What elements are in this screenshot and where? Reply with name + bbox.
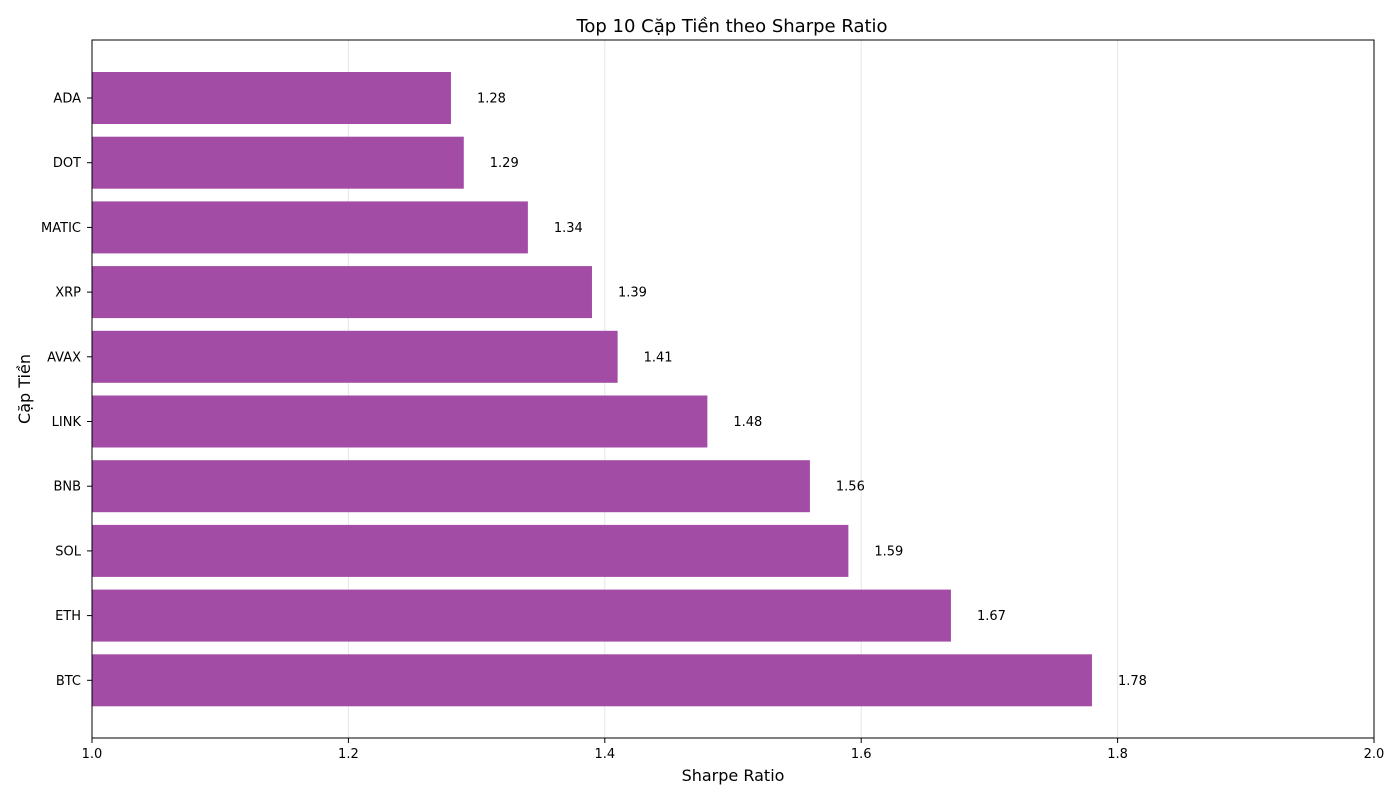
y-tick-label-sol: SOL <box>55 544 81 559</box>
bar-eth <box>92 589 951 642</box>
x-tick-label: 2.0 <box>1364 747 1385 762</box>
value-label-avax: 1.41 <box>644 350 673 365</box>
value-labels-layer: 1.28 1.29 1.34 1.39 1.41 1.48 1.56 1.59 1.67 1.78 <box>477 92 1147 689</box>
y-tick-label-dot: DOT <box>53 156 81 171</box>
value-label-matic: 1.34 <box>554 221 583 236</box>
bar-ada <box>92 72 451 124</box>
bar-dot <box>92 136 464 189</box>
y-tick-label-eth: ETH <box>55 609 81 624</box>
bar-avax <box>92 330 618 383</box>
value-label-eth: 1.67 <box>977 609 1006 624</box>
y-tick-label-bnb: BNB <box>53 480 81 495</box>
bar-sol <box>92 524 849 577</box>
x-tick-label: 1.2 <box>338 747 359 762</box>
y-tick-label-btc: BTC <box>56 674 81 689</box>
x-axis-label: Sharpe Ratio <box>682 766 785 785</box>
value-label-ada: 1.28 <box>477 92 506 107</box>
value-label-link: 1.48 <box>733 415 762 430</box>
y-tick-label-avax: AVAX <box>47 350 81 365</box>
y-axis-ticks: ADA DOT MATIC XRP AVAX LINK BNB SOL ETH BTC <box>41 92 92 689</box>
value-label-sol: 1.59 <box>874 544 903 559</box>
value-label-btc: 1.78 <box>1118 674 1147 689</box>
y-tick-label-xrp: XRP <box>55 286 81 301</box>
chart-title: Top 10 Cặp Tiền theo Sharpe Ratio <box>575 16 887 37</box>
value-label-xrp: 1.39 <box>618 286 647 301</box>
value-label-dot: 1.29 <box>490 156 519 171</box>
y-axis-label: Cặp Tiền <box>15 354 34 424</box>
x-tick-label: 1.4 <box>594 747 615 762</box>
bars-layer <box>92 72 1092 707</box>
bar-btc <box>92 654 1092 707</box>
bar-link <box>92 395 708 448</box>
x-tick-label: 1.0 <box>82 747 103 762</box>
x-tick-label: 1.6 <box>851 747 872 762</box>
value-label-bnb: 1.56 <box>836 480 865 495</box>
x-axis-ticks: 1.0 1.2 1.4 1.6 1.8 2.0 <box>82 738 1385 762</box>
plot-frame <box>91 39 1375 739</box>
y-tick-label-link: LINK <box>52 415 82 430</box>
x-tick-label: 1.8 <box>1107 747 1128 762</box>
y-tick-label-matic: MATIC <box>41 221 81 236</box>
bar-matic <box>92 201 528 254</box>
bar-xrp <box>92 266 592 319</box>
y-tick-label-ada: ADA <box>53 92 81 107</box>
bar-bnb <box>92 460 810 513</box>
